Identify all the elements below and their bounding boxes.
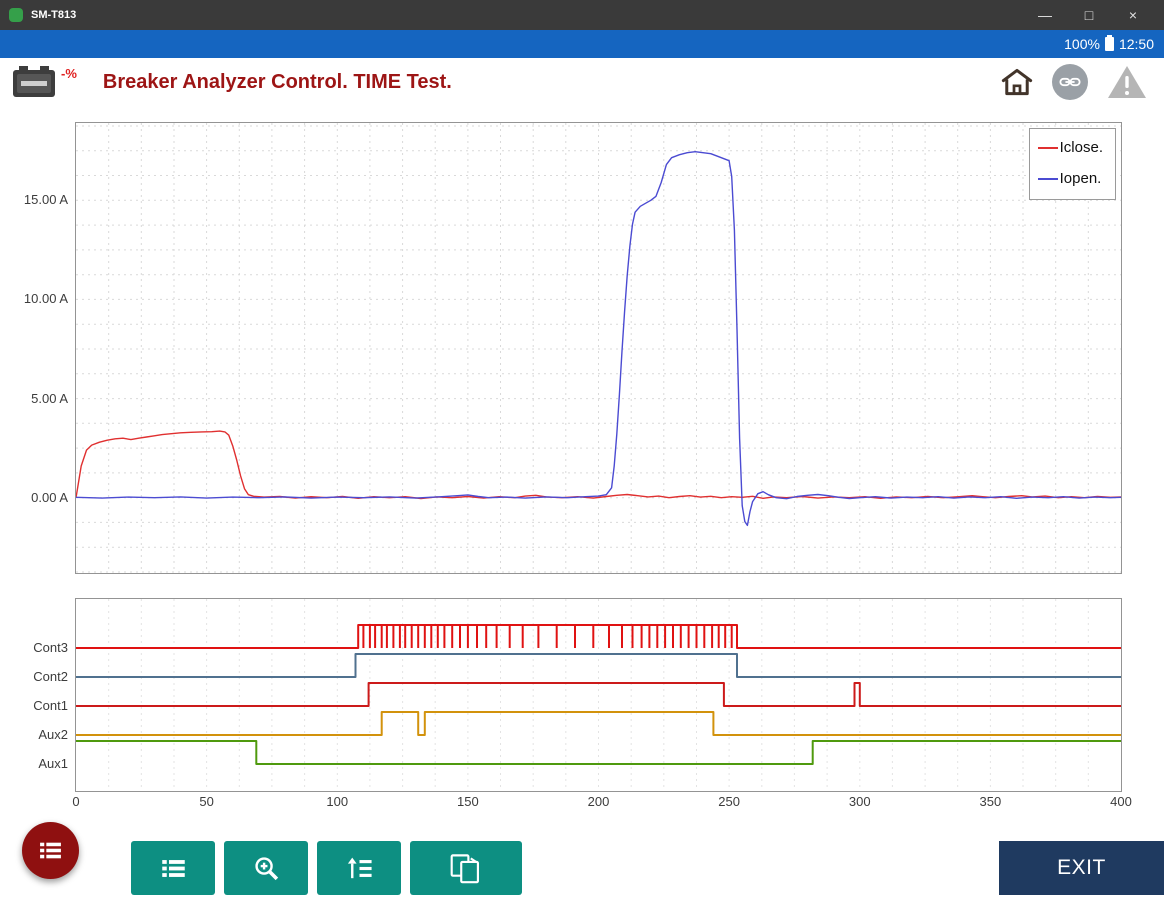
contact-row-label: Aux1 <box>38 756 68 771</box>
current-chart-plot[interactable] <box>76 123 1121 573</box>
x-tick-label: 250 <box>718 794 740 809</box>
list-icon <box>161 859 185 877</box>
battery-nub <box>1106 35 1112 37</box>
scale-settings-button[interactable] <box>317 841 401 895</box>
app-icon <box>9 8 23 22</box>
contact-row-label: Cont3 <box>33 640 68 655</box>
x-tick-label: 300 <box>848 794 871 809</box>
chart-toolbar <box>131 841 522 895</box>
android-status-bar: 100% 12:50 <box>0 30 1164 58</box>
battery-charge-label: -% <box>61 66 77 81</box>
contacts-timing-chart[interactable]: Cont3 Cont2 Cont1 Aux2 Aux1 0 50 100 150 200 250 3… <box>33 598 1132 809</box>
x-tick-label: 200 <box>587 794 610 809</box>
contact-row-label: Cont2 <box>33 669 68 684</box>
zoom-in-icon <box>254 856 278 880</box>
legend-line-swatch <box>1037 177 1058 180</box>
battery-percent-label: 100% <box>1064 36 1100 52</box>
contact-row-label: Cont1 <box>33 698 68 713</box>
x-tick-label: 400 <box>1110 794 1132 809</box>
battery-icon <box>13 66 55 97</box>
exit-button[interactable]: EXIT <box>999 841 1164 895</box>
window-titlebar: SM-T813 — □ × <box>0 0 1164 30</box>
list-icon <box>40 842 61 859</box>
clock-label: 12:50 <box>1118 36 1154 52</box>
y-tick-label: 0.00 A <box>31 489 68 505</box>
contacts-chart-plot[interactable] <box>76 599 1121 791</box>
x-tick-label: 0 <box>72 794 80 809</box>
y-tick-label: 15.00 A <box>23 192 68 208</box>
contact-row-label: Aux2 <box>38 727 68 742</box>
x-tick-label: 350 <box>979 794 1002 809</box>
time-axis: 0 50 100 150 200 250 300 350 400 <box>72 791 1131 811</box>
y-tick-label: 10.00 A <box>23 291 68 307</box>
contacts-chart-y-axis: Cont3 Cont2 Cont1 Aux2 Aux1 <box>2 599 68 791</box>
home-icon[interactable] <box>1000 67 1034 97</box>
status-battery-icon <box>1104 35 1114 51</box>
x-tick-label: 100 <box>326 794 349 809</box>
pages-icon <box>450 853 479 883</box>
legend-entry: Iclose. <box>1037 139 1103 156</box>
page-title: Breaker Analyzer Control. TIME Test. <box>102 70 452 93</box>
close-button[interactable]: × <box>1128 7 1138 23</box>
legend-line-swatch <box>1037 146 1058 149</box>
current-chart-y-axis: 15.00 A 10.00 A 5.00 A 0.00 A <box>2 123 68 573</box>
external-battery-status: -% <box>12 66 77 98</box>
sort-list-icon <box>347 857 372 878</box>
window-title: SM-T813 <box>31 9 77 21</box>
header-icons <box>1000 64 1152 100</box>
warning-icon[interactable] <box>1106 64 1148 100</box>
y-tick-label: 5.00 A <box>31 390 68 406</box>
minimize-button[interactable]: — <box>1038 7 1052 23</box>
zoom-button[interactable] <box>224 841 308 895</box>
legend-label: Iclose. <box>1059 139 1103 156</box>
maximize-button[interactable]: □ <box>1084 7 1094 23</box>
current-chart[interactable]: 15.00 A 10.00 A 5.00 A 0.00 A Iclose. Iopen. <box>24 122 1122 574</box>
connection-icon[interactable] <box>1052 64 1088 100</box>
app-header: -% Breaker Analyzer Control. TIME Test. <box>0 58 1164 106</box>
legend-label: Iopen. <box>1059 170 1102 187</box>
results-list-button[interactable] <box>131 841 215 895</box>
chart-legend: Iclose. Iopen. <box>1028 128 1116 200</box>
x-tick-label: 150 <box>457 794 479 809</box>
legend-entry: Iopen. <box>1037 170 1103 187</box>
x-tick-label: 50 <box>199 794 214 809</box>
chain-link-icon <box>1059 77 1081 87</box>
report-pages-button[interactable] <box>410 841 522 895</box>
results-fab[interactable] <box>22 822 79 879</box>
